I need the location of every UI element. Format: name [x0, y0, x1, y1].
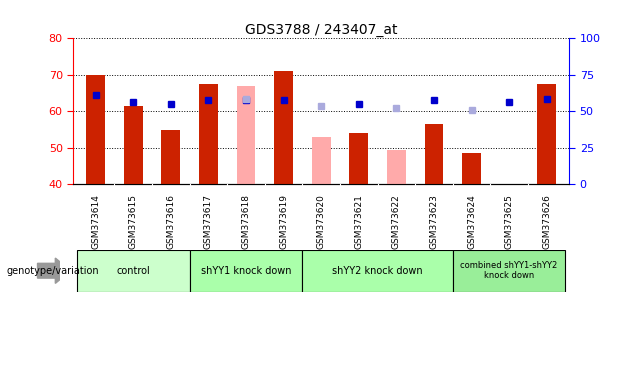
Text: GSM373618: GSM373618: [242, 194, 251, 249]
Text: GSM373617: GSM373617: [204, 194, 213, 249]
Bar: [462, 153, 481, 184]
Text: GSM373623: GSM373623: [429, 194, 438, 249]
Text: GSM373625: GSM373625: [504, 194, 514, 249]
Text: GSM373626: GSM373626: [542, 194, 551, 249]
Text: control: control: [116, 266, 150, 276]
Text: genotype/variation: genotype/variation: [6, 266, 99, 276]
Bar: [537, 84, 556, 184]
Bar: [77, 250, 190, 292]
Bar: [86, 75, 105, 184]
Bar: [237, 86, 256, 184]
Bar: [349, 133, 368, 184]
Bar: [162, 130, 180, 184]
Text: GSM373622: GSM373622: [392, 194, 401, 249]
Bar: [190, 250, 302, 292]
Bar: [274, 71, 293, 184]
Bar: [453, 250, 565, 292]
Text: GSM373620: GSM373620: [317, 194, 326, 249]
Text: GSM373616: GSM373616: [167, 194, 176, 249]
Text: GSM373624: GSM373624: [467, 194, 476, 249]
Bar: [302, 250, 453, 292]
Bar: [312, 137, 331, 184]
Bar: [387, 150, 406, 184]
Bar: [124, 106, 142, 184]
Text: combined shYY1-shYY2
knock down: combined shYY1-shYY2 knock down: [460, 261, 558, 280]
Text: GSM373621: GSM373621: [354, 194, 363, 249]
Title: GDS3788 / 243407_at: GDS3788 / 243407_at: [245, 23, 398, 37]
Text: shYY2 knock down: shYY2 knock down: [332, 266, 423, 276]
Text: GSM373615: GSM373615: [128, 194, 138, 249]
Bar: [425, 124, 443, 184]
Text: shYY1 knock down: shYY1 knock down: [201, 266, 291, 276]
FancyArrow shape: [38, 258, 71, 283]
Text: GSM373614: GSM373614: [91, 194, 100, 249]
Text: GSM373619: GSM373619: [279, 194, 288, 249]
Bar: [199, 84, 218, 184]
